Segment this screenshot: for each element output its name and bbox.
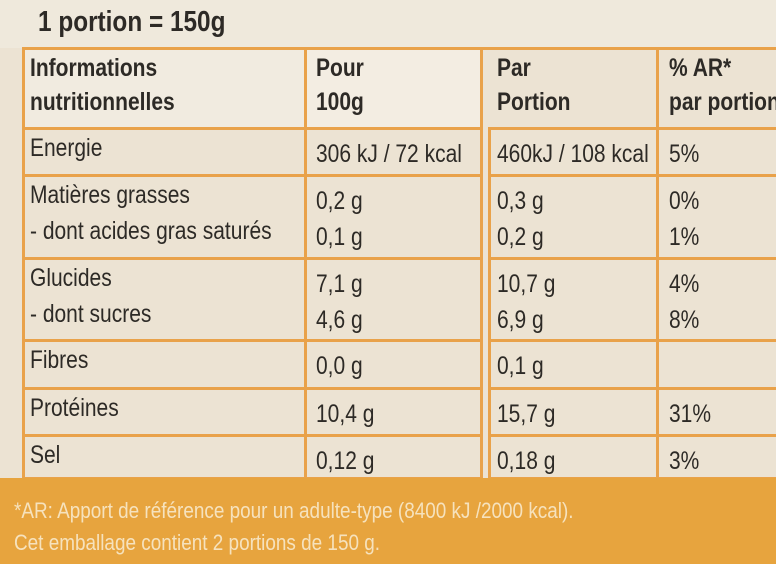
nutrient-value: 4,6 g — [316, 306, 363, 334]
column-header: Portion — [497, 88, 571, 116]
nutrient-value: 0,2 g — [497, 223, 544, 251]
column-divider — [480, 48, 483, 478]
nutrient-value: 7,1 g — [316, 270, 363, 298]
nutrient-value: 31% — [669, 400, 712, 428]
nutrient-label: Fibres — [30, 346, 89, 374]
column-header: Pour — [316, 54, 364, 82]
nutrient-value: 10,7 g — [497, 270, 556, 298]
row-divider — [488, 174, 776, 177]
nutrient-value: 460kJ / 108 kcal — [497, 140, 649, 168]
row-divider — [488, 434, 776, 437]
nutrient-value: 1% — [669, 223, 700, 251]
nutrient-value: 0,12 g — [316, 447, 375, 475]
column-header: 100g — [316, 88, 364, 116]
footer: *AR: Apport de référence pour un adulte-… — [0, 478, 776, 564]
row-divider — [22, 257, 480, 260]
nutrient-value: 0,0 g — [316, 352, 363, 380]
footnote: Cet emballage contient 2 portions de 150… — [14, 530, 381, 555]
nutrient-value: 0,1 g — [316, 223, 363, 251]
row-divider — [22, 339, 480, 342]
portion-title: 1 portion = 150g — [38, 6, 226, 38]
column-header: % AR* — [669, 54, 732, 82]
row-divider — [488, 257, 776, 260]
nutrient-value: 3% — [669, 447, 700, 475]
footnote: *AR: Apport de référence pour un adulte-… — [14, 498, 574, 523]
row-divider — [22, 174, 480, 177]
nutrient-value: 4% — [669, 270, 700, 298]
nutrition-table: Informations nutritionnelles Pour 100g Par Po… — [22, 47, 776, 480]
row-divider — [22, 387, 480, 390]
nutrient-value: 6,9 g — [497, 306, 544, 334]
nutrient-value: 0,18 g — [497, 447, 556, 475]
row-divider — [488, 127, 776, 130]
nutrient-value: 5% — [669, 140, 700, 168]
nutrient-value: 10,4 g — [316, 400, 375, 428]
column-header: nutritionnelles — [30, 88, 175, 116]
nutrient-value: 15,7 g — [497, 400, 556, 428]
column-header: Par — [497, 54, 531, 82]
title-band — [0, 0, 776, 48]
nutrient-label: Matières grasses — [30, 181, 190, 209]
column-divider — [488, 128, 491, 478]
row-divider — [488, 387, 776, 390]
nutrient-value: 306 kJ / 72 kcal — [316, 140, 462, 168]
nutrient-label: Sel — [30, 441, 61, 469]
column-divider — [304, 48, 307, 478]
column-divider — [656, 48, 659, 478]
nutrient-label: Energie — [30, 134, 103, 162]
column-divider — [22, 48, 25, 478]
row-divider — [22, 47, 776, 50]
nutrient-value: 0,3 g — [497, 187, 544, 215]
cell-bg — [22, 48, 305, 128]
row-divider — [22, 434, 480, 437]
nutrient-value: 0% — [669, 187, 700, 215]
nutrient-value: 8% — [669, 306, 700, 334]
nutrient-value: 0,1 g — [497, 352, 544, 380]
nutrient-label: Glucides — [30, 264, 112, 292]
nutrient-value: 0,2 g — [316, 187, 363, 215]
column-header: Informations — [30, 54, 158, 82]
cell-bg — [305, 48, 480, 128]
column-header: par portion — [669, 88, 776, 116]
nutrient-label: Protéines — [30, 394, 119, 422]
nutrient-label: - dont acides gras saturés — [30, 217, 272, 245]
nutrient-label: - dont sucres — [30, 300, 152, 328]
row-divider — [22, 127, 480, 130]
row-divider — [488, 339, 776, 342]
